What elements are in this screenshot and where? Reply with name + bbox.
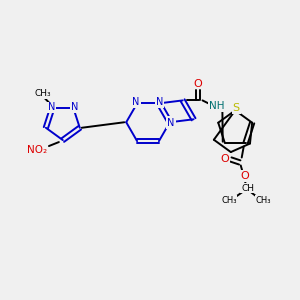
Text: CH₃: CH₃ bbox=[221, 196, 237, 205]
Text: N: N bbox=[48, 102, 55, 112]
Text: S: S bbox=[232, 103, 240, 113]
Text: O: O bbox=[240, 171, 249, 181]
Text: CH: CH bbox=[241, 184, 254, 193]
Text: N: N bbox=[70, 102, 78, 112]
Text: CH₃: CH₃ bbox=[256, 196, 271, 205]
Text: O: O bbox=[220, 154, 229, 164]
Text: N: N bbox=[156, 98, 164, 107]
Text: N: N bbox=[167, 118, 175, 128]
Text: NH: NH bbox=[208, 101, 224, 111]
Text: NO₂: NO₂ bbox=[27, 145, 47, 155]
Text: N: N bbox=[132, 98, 140, 107]
Text: O: O bbox=[193, 79, 202, 88]
Text: CH₃: CH₃ bbox=[34, 89, 51, 98]
Text: N: N bbox=[168, 117, 176, 127]
